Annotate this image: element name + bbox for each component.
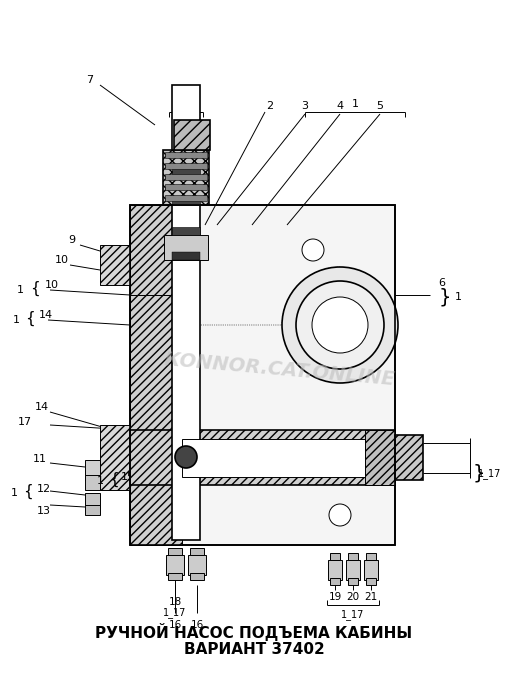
Bar — [164, 235, 208, 260]
Bar — [330, 578, 340, 585]
Bar — [366, 578, 376, 585]
Bar — [366, 553, 376, 560]
Bar — [346, 560, 360, 580]
Bar — [365, 430, 395, 485]
Bar — [165, 174, 207, 179]
Bar — [100, 425, 130, 490]
Text: 12: 12 — [37, 484, 51, 494]
Bar — [130, 205, 182, 545]
Text: 18: 18 — [168, 597, 182, 607]
Text: 16: 16 — [168, 620, 182, 630]
Text: }: } — [439, 288, 451, 307]
Text: {: { — [109, 471, 119, 486]
Bar — [130, 205, 182, 295]
Text: 1: 1 — [352, 99, 358, 109]
Text: 8: 8 — [182, 125, 189, 135]
Text: 2: 2 — [266, 101, 273, 111]
Text: 1: 1 — [16, 285, 23, 295]
Bar — [165, 163, 207, 169]
Text: 21: 21 — [364, 592, 378, 602]
Text: {: { — [23, 484, 33, 498]
Text: 1: 1 — [97, 476, 103, 486]
Bar — [163, 150, 209, 205]
Text: 1_17: 1_17 — [478, 468, 502, 480]
Bar — [130, 430, 395, 485]
Bar — [174, 120, 210, 150]
Bar — [172, 167, 200, 175]
Text: 10: 10 — [55, 255, 69, 265]
Bar — [130, 205, 395, 545]
Bar — [85, 493, 100, 505]
Circle shape — [296, 281, 384, 369]
Text: 5: 5 — [377, 101, 383, 111]
Bar — [182, 205, 395, 545]
Text: 9: 9 — [68, 235, 75, 245]
Text: 15: 15 — [121, 472, 135, 482]
Text: 14: 14 — [35, 402, 49, 412]
Text: }: } — [473, 463, 485, 482]
Text: 1_17: 1_17 — [163, 608, 187, 619]
Text: 17: 17 — [18, 417, 32, 427]
Text: 1: 1 — [183, 99, 189, 109]
Text: 10: 10 — [45, 280, 59, 290]
Bar — [165, 195, 207, 201]
Bar — [364, 560, 378, 580]
Bar — [348, 553, 358, 560]
Bar — [190, 573, 204, 580]
Bar — [182, 439, 365, 477]
Text: РУЧНОЙ НАСОС ПОДЪЕМА КАБИНЫ: РУЧНОЙ НАСОС ПОДЪЕМА КАБИНЫ — [95, 623, 413, 641]
Text: КONNOR.CAT.ONLINE: КONNOR.CAT.ONLINE — [164, 351, 397, 390]
Text: 1: 1 — [455, 292, 462, 302]
Text: 1: 1 — [11, 488, 17, 498]
Text: 20: 20 — [347, 592, 359, 602]
Bar — [130, 295, 182, 545]
Text: 3: 3 — [301, 101, 308, 111]
Circle shape — [175, 446, 197, 468]
Bar — [348, 578, 358, 585]
Text: 1_17: 1_17 — [342, 610, 364, 620]
Bar — [330, 553, 340, 560]
Circle shape — [312, 297, 368, 353]
Text: ВАРИАНТ 37402: ВАРИАНТ 37402 — [184, 643, 324, 657]
Bar — [188, 555, 206, 575]
Bar — [172, 85, 200, 540]
Bar — [168, 548, 182, 555]
Circle shape — [302, 239, 324, 261]
Text: 7: 7 — [87, 75, 94, 85]
Bar — [395, 435, 423, 480]
Bar — [165, 184, 207, 190]
Text: 14: 14 — [39, 310, 53, 320]
Bar — [328, 560, 342, 580]
Text: {: { — [30, 281, 40, 295]
Bar — [166, 555, 184, 575]
Bar — [85, 505, 100, 515]
Text: 19: 19 — [328, 592, 342, 602]
Bar — [85, 475, 100, 490]
Text: 16: 16 — [190, 620, 204, 630]
Bar — [85, 460, 100, 480]
Bar — [172, 197, 200, 205]
Circle shape — [329, 504, 351, 526]
Text: 1: 1 — [13, 315, 19, 325]
Bar — [100, 245, 130, 285]
Bar — [172, 252, 200, 260]
Bar — [190, 548, 204, 555]
Text: 4: 4 — [336, 101, 344, 111]
Bar — [172, 227, 200, 235]
Text: 11: 11 — [33, 454, 47, 464]
Bar — [165, 152, 207, 158]
Circle shape — [282, 267, 398, 383]
Text: 13: 13 — [37, 506, 51, 516]
Bar — [168, 573, 182, 580]
Text: 6: 6 — [438, 278, 445, 288]
Text: {: { — [25, 310, 35, 326]
